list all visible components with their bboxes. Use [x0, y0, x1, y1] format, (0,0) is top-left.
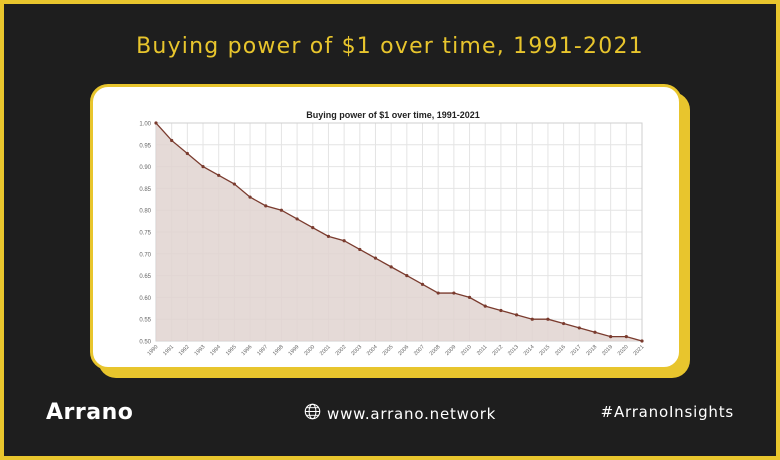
- x-tick-label: 2012: [491, 344, 504, 357]
- y-tick-label: 0.60: [139, 296, 151, 302]
- x-tick-label: 1998: [272, 344, 285, 357]
- hashtag: #ArranoInsights: [600, 403, 734, 421]
- data-point: [405, 274, 409, 278]
- data-point: [562, 321, 566, 326]
- data-point: [232, 182, 236, 186]
- data-point: [624, 335, 628, 339]
- y-tick-label: 0.80: [139, 209, 151, 215]
- area-fill: [156, 123, 642, 341]
- data-point: [577, 326, 581, 330]
- x-tick-label: 2013: [507, 344, 520, 357]
- data-point: [279, 208, 284, 212]
- y-tick-label: 0.90: [139, 165, 151, 171]
- x-tick-label: 1996: [241, 344, 254, 357]
- data-point: [514, 313, 519, 317]
- y-tick-label: 0.70: [139, 252, 151, 258]
- data-point: [389, 265, 393, 269]
- data-point: [170, 138, 174, 143]
- x-tick-label: 1990: [147, 344, 160, 357]
- data-point: [640, 339, 644, 343]
- data-point: [342, 239, 346, 243]
- brand-logo: Arrano: [46, 400, 134, 425]
- data-point: [217, 173, 221, 177]
- x-tick-label: 2016: [554, 344, 567, 357]
- y-axis-ticks: 1.00 0.95 0.90 0.85 0.80 0.75 0.70 0.65 0.60 0.55…: [139, 122, 151, 346]
- website-text: www.arrano.network: [327, 404, 497, 423]
- data-point: [311, 226, 315, 230]
- data-point: [499, 308, 503, 313]
- website-link[interactable]: www.arrano.network: [304, 403, 496, 424]
- x-tick-label: 2014: [523, 344, 536, 357]
- x-tick-label: 2010: [460, 344, 473, 357]
- data-point: [201, 165, 205, 169]
- x-tick-label: 2002: [335, 344, 348, 357]
- x-tick-label: 2021: [633, 344, 646, 357]
- data-point: [452, 291, 456, 295]
- x-tick-label: 1997: [256, 344, 269, 357]
- data-point: [154, 121, 158, 125]
- x-tick-label: 2005: [382, 344, 395, 357]
- globe-icon: [304, 403, 321, 424]
- data-point: [467, 295, 472, 299]
- x-tick-label: 2001: [319, 344, 332, 357]
- x-tick-label: 2011: [476, 344, 489, 357]
- y-tick-label: 1.00: [139, 122, 151, 128]
- data-point: [248, 195, 252, 199]
- data-point: [326, 234, 331, 238]
- x-tick-label: 1992: [178, 344, 191, 357]
- chart-title: Buying power of $1 over time, 1991-2021: [306, 110, 480, 120]
- series-line: [155, 122, 643, 342]
- x-tick-label: 2019: [601, 344, 614, 357]
- data-point: [483, 304, 487, 308]
- y-tick-label: 0.50: [139, 340, 151, 346]
- y-tick-label: 0.85: [139, 187, 151, 193]
- data-point: [185, 151, 189, 156]
- x-tick-label: 1999: [288, 344, 301, 357]
- x-tick-label: 2017: [570, 344, 583, 357]
- x-tick-label: 1991: [162, 344, 175, 357]
- y-tick-label: 0.95: [139, 143, 151, 149]
- x-tick-label: 1993: [194, 344, 207, 357]
- x-tick-label: 2003: [350, 344, 363, 357]
- x-tick-label: 2018: [585, 344, 598, 357]
- chart: 1.00 0.95 0.90 0.85 0.80 0.75 0.70 0.65 0.60 0.55…: [139, 110, 646, 357]
- data-point: [436, 291, 440, 295]
- x-tick-label: 2004: [366, 344, 379, 357]
- y-tick-label: 0.55: [139, 318, 151, 324]
- x-tick-label: 2006: [397, 344, 410, 357]
- data-point: [358, 247, 362, 252]
- data-point: [373, 256, 378, 260]
- data-point: [609, 335, 613, 339]
- chart-card: 1.00 0.95 0.90 0.85 0.80 0.75 0.70 0.65 0.60 0.55…: [90, 84, 682, 370]
- y-tick-label: 0.65: [139, 274, 151, 280]
- x-tick-label: 1995: [225, 344, 238, 357]
- x-tick-label: 2015: [538, 344, 551, 357]
- x-axis-ticks: 1990 1991 1992 1993 1994 1995 1996 1997 1998 1999…: [147, 344, 646, 357]
- x-tick-label: 2000: [303, 344, 316, 357]
- data-point: [295, 217, 299, 221]
- x-tick-label: 2020: [617, 344, 630, 357]
- x-tick-label: 1994: [209, 344, 222, 357]
- data-point: [420, 282, 425, 286]
- y-tick-label: 0.75: [139, 231, 151, 237]
- data-point: [530, 317, 534, 321]
- x-tick-label: 2007: [413, 344, 426, 357]
- x-tick-label: 2008: [429, 344, 442, 357]
- data-point: [264, 204, 268, 208]
- data-points: [154, 121, 644, 343]
- page-title: Buying power of $1 over time, 1991-2021: [136, 34, 644, 59]
- data-point: [593, 330, 597, 334]
- x-tick-label: 2009: [444, 344, 457, 357]
- data-point: [546, 317, 550, 321]
